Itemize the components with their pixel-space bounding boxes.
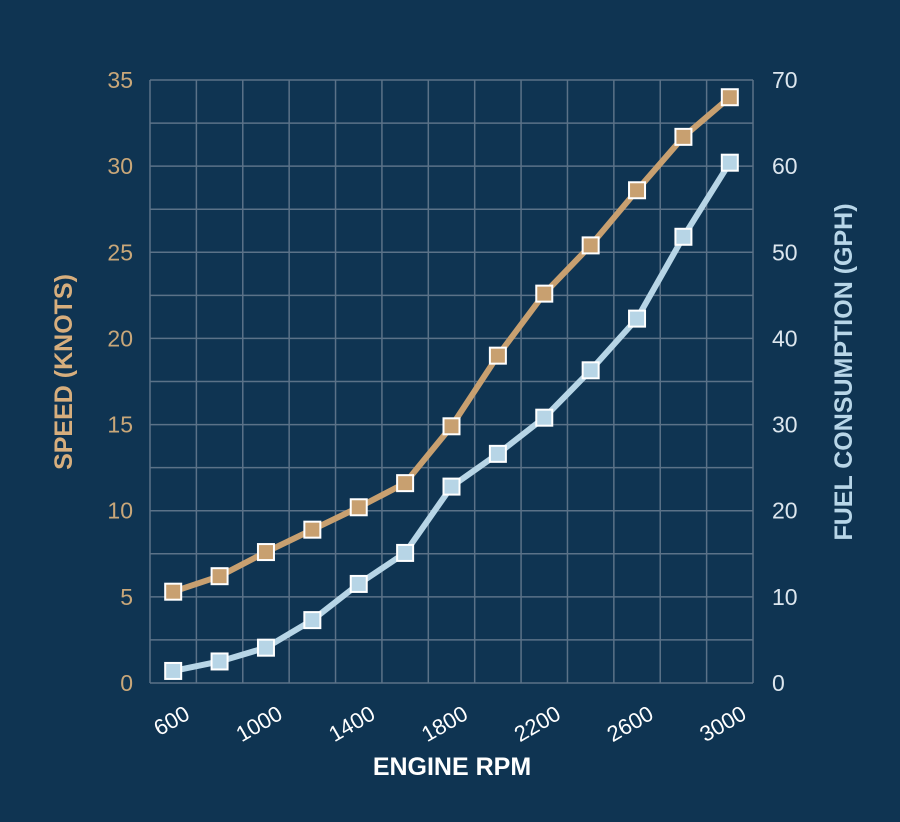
series-1-line <box>172 94 732 595</box>
series-2-point <box>256 638 275 657</box>
series-1-point <box>164 582 183 601</box>
series-1-point <box>581 236 600 255</box>
x-axis-ticks: 600 1000 1400 1800 2200 2600 3000 <box>149 701 750 747</box>
x-tick-label: 2600 <box>603 701 658 747</box>
right-tick-label: 30 <box>772 412 798 438</box>
series-2-point <box>303 611 322 630</box>
series-layer <box>164 88 739 680</box>
right-tick-label: 20 <box>772 498 798 524</box>
x-tick-label: 1400 <box>324 701 379 747</box>
left-axis-title: SPEED (KNOTS) <box>50 274 78 470</box>
left-tick-label: 0 <box>120 670 133 696</box>
left-tick-label: 25 <box>107 239 133 265</box>
series-2-point <box>535 408 554 427</box>
right-tick-label: 10 <box>772 584 798 610</box>
series-2-point <box>442 477 461 496</box>
series-2-point <box>720 153 739 172</box>
series-2-point <box>674 227 693 246</box>
x-tick-label: 1000 <box>232 701 287 747</box>
x-tick-label: 3000 <box>695 701 750 747</box>
right-tick-label: 70 <box>772 67 798 93</box>
series-2-line <box>172 161 733 674</box>
x-tick-label: 600 <box>149 701 193 741</box>
right-axis-ticks: 0 10 20 30 40 50 60 70 <box>772 67 798 696</box>
series-1-point <box>210 567 229 586</box>
left-tick-label: 5 <box>120 584 133 610</box>
right-tick-label: 50 <box>772 239 798 265</box>
series-2-point <box>581 361 600 380</box>
series-1-point <box>256 543 275 562</box>
left-tick-label: 15 <box>107 412 133 438</box>
left-tick-label: 20 <box>107 325 133 351</box>
right-axis-title: FUEL CONSUMPTION (GPH) <box>830 203 858 540</box>
series-2-point <box>164 661 183 680</box>
left-tick-label: 35 <box>107 67 133 93</box>
series-1-point <box>396 474 415 493</box>
x-tick-label: 1800 <box>417 701 472 747</box>
series-2-point <box>210 652 229 671</box>
grid <box>149 79 754 684</box>
series-2-point <box>488 444 507 463</box>
series-1-point <box>720 88 739 107</box>
series-1-point <box>303 520 322 539</box>
series-2-point <box>349 574 368 593</box>
series-1-point <box>628 181 647 200</box>
right-tick-label: 60 <box>772 153 798 179</box>
series-2-point <box>396 543 415 562</box>
left-axis-ticks: 0 5 10 15 20 25 30 35 <box>107 67 133 696</box>
right-tick-label: 0 <box>772 670 785 696</box>
right-tick-label: 40 <box>772 325 798 351</box>
left-tick-label: 10 <box>107 498 133 524</box>
left-tick-label: 30 <box>107 153 133 179</box>
series-1-point <box>349 498 368 517</box>
series-1-point <box>535 284 554 303</box>
x-axis-title: ENGINE RPM <box>373 753 531 781</box>
x-tick-label: 2200 <box>510 701 565 747</box>
series-1-point <box>488 346 507 365</box>
series-1-point <box>674 127 693 146</box>
series-1-point <box>442 417 461 436</box>
series-2-point <box>628 309 647 328</box>
